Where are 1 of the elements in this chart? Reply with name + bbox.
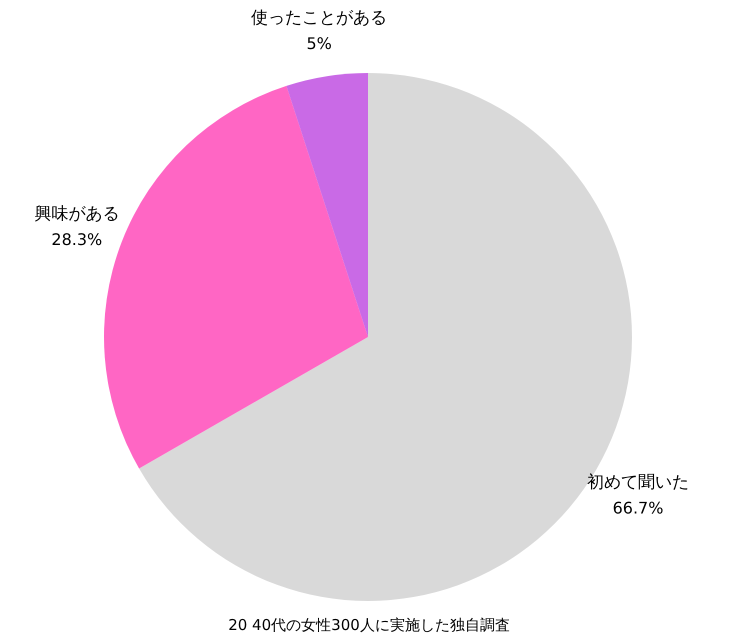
annotation: 20 40代の女性300人に実施した独自調査 <box>228 616 510 634</box>
